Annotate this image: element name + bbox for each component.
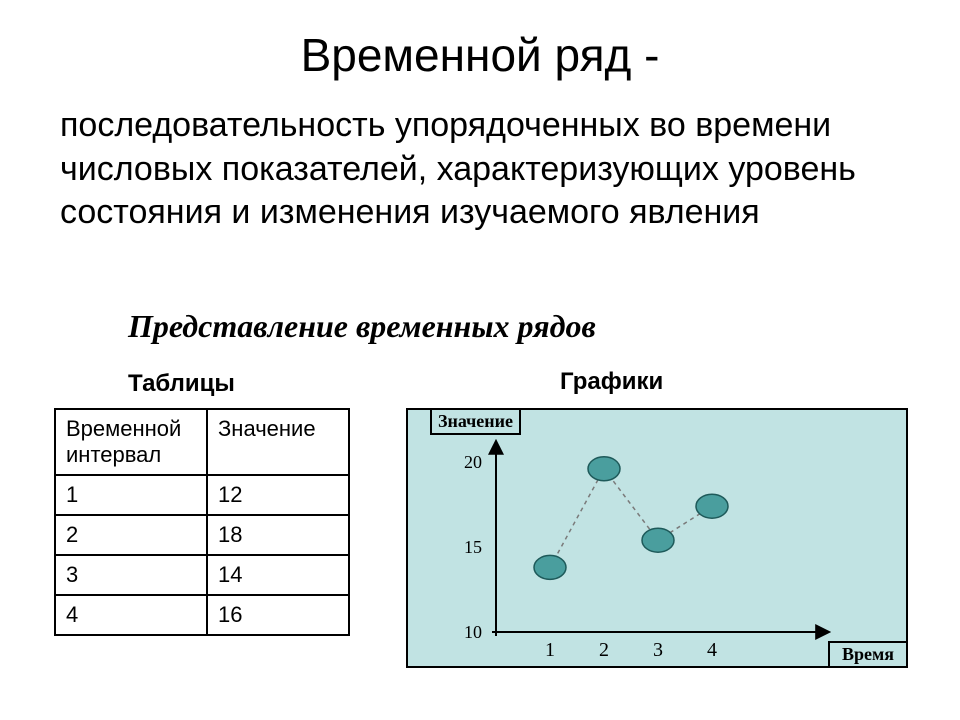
x-tick: 4 xyxy=(702,639,722,662)
cell-value: 18 xyxy=(207,515,349,555)
table-section-label: Таблицы xyxy=(128,370,235,398)
x-axis-label: Время xyxy=(828,641,908,668)
page-title: Временной ряд - xyxy=(0,28,960,82)
cell-value: 16 xyxy=(207,595,349,635)
y-tick: 20 xyxy=(452,452,482,473)
table-header-row: Временной интервал Значение xyxy=(55,409,349,475)
time-series-table: Временной интервал Значение 1 12 2 18 3 … xyxy=(54,408,350,636)
chart-canvas xyxy=(408,410,906,666)
x-tick: 1 xyxy=(540,639,560,662)
cell-interval: 4 xyxy=(55,595,207,635)
definition-text: последовательность упорядоченных во врем… xyxy=(60,104,900,235)
cell-value: 12 xyxy=(207,475,349,515)
col-header-value: Значение xyxy=(207,409,349,475)
y-tick: 15 xyxy=(452,537,482,558)
y-tick: 10 xyxy=(452,622,482,643)
slide: Временной ряд - последовательность упоря… xyxy=(0,0,960,720)
col-header-interval: Временной интервал xyxy=(55,409,207,475)
chart-section-label: Графики xyxy=(560,368,663,396)
cell-interval: 3 xyxy=(55,555,207,595)
table-row: 1 12 xyxy=(55,475,349,515)
x-tick: 2 xyxy=(594,639,614,662)
time-series-chart: Значение 201510 1234 Время xyxy=(406,408,908,668)
table-row: 4 16 xyxy=(55,595,349,635)
table-row: 2 18 xyxy=(55,515,349,555)
cell-value: 14 xyxy=(207,555,349,595)
table-row: 3 14 xyxy=(55,555,349,595)
cell-interval: 1 xyxy=(55,475,207,515)
x-tick: 3 xyxy=(648,639,668,662)
subtitle: Представление временных рядов xyxy=(128,308,596,345)
cell-interval: 2 xyxy=(55,515,207,555)
